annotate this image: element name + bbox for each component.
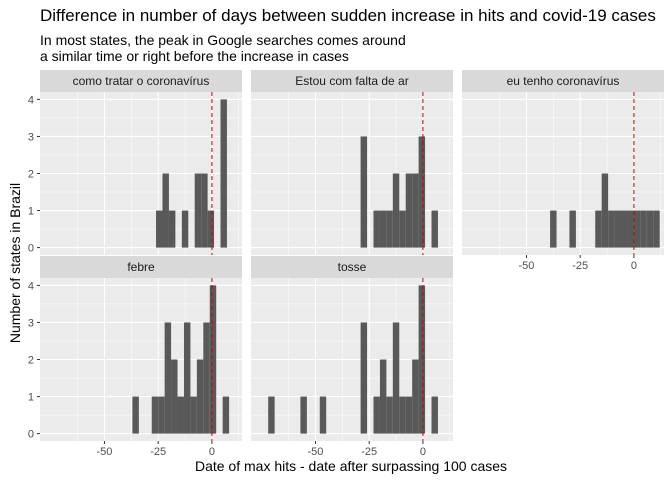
histogram-bar [614, 210, 622, 248]
histogram-bar [405, 396, 413, 434]
histogram-bar [633, 210, 641, 248]
histogram-bar [405, 173, 413, 248]
histogram-bar [399, 210, 406, 248]
y-tick-label: 1 [28, 392, 34, 404]
histogram-bar [386, 210, 393, 248]
histogram-bar [183, 322, 191, 434]
y-tick-label: 4 [28, 280, 34, 292]
x-tick-label: 0 [209, 446, 215, 458]
y-tick-label: 3 [28, 317, 34, 329]
histogram-bar [412, 359, 419, 434]
histogram-bar [220, 99, 227, 248]
histogram-bar [164, 322, 172, 434]
histogram-bar [392, 173, 400, 248]
strip-label: eu tenho coronavírus [507, 74, 620, 88]
strip-label: tosse [338, 260, 367, 274]
strip-background [251, 70, 453, 92]
histogram-bar [373, 396, 380, 434]
histogram-bar [601, 173, 609, 248]
panel-2: Estou com falta de ar [251, 70, 453, 255]
histogram-bar [550, 210, 557, 248]
subtitle-line-2: a similar time or right before the incre… [40, 48, 349, 64]
histogram-bar [640, 210, 647, 248]
histogram-bar [431, 396, 438, 434]
strip-background [251, 256, 453, 278]
histogram-bar [194, 173, 202, 248]
panel-1: como tratar o coronavírus 0 1 2 3 4 [28, 70, 242, 255]
histogram-bar [379, 359, 387, 434]
strip-label: como tratar o coronavírus [73, 74, 210, 88]
x-axis-title: Date of max hits - date after surpassing… [195, 458, 507, 474]
histogram-bar [222, 396, 230, 434]
histogram-bar [158, 396, 165, 434]
histogram-bar [621, 210, 628, 248]
y-tick-label: 4 [28, 94, 34, 106]
histogram-bar [207, 210, 215, 248]
histogram-bar [268, 396, 275, 434]
histogram-bar [201, 173, 208, 248]
y-axis-title: Number of states in Brazil [7, 183, 23, 343]
y-tick-label: 2 [28, 355, 34, 367]
y-tick-label: 1 [28, 206, 34, 218]
x-tick-label: 0 [631, 260, 637, 272]
y-tick-label: 0 [28, 243, 34, 255]
histogram-bar [595, 210, 602, 248]
histogram-bar [162, 173, 169, 248]
x-tick-label: -50 [519, 260, 535, 272]
x-tick-label: -25 [572, 260, 588, 272]
histogram-bar [608, 210, 615, 248]
histogram-bar [418, 285, 426, 434]
histogram-bar [151, 396, 159, 434]
x-tick-label: 0 [420, 446, 426, 458]
x-tick-label: -50 [308, 446, 324, 458]
y-tick-label: 2 [28, 169, 34, 181]
subtitle-line-1: In most states, the peak in Google searc… [40, 32, 406, 48]
histogram-bar [360, 322, 368, 434]
histogram-bar [156, 210, 163, 248]
histogram-bar [569, 210, 576, 248]
histogram-bar [379, 210, 387, 248]
strip-label: Estou com falta de ar [295, 74, 408, 88]
histogram-bar [319, 396, 327, 434]
histogram-bar [132, 396, 139, 434]
histogram-bar [386, 396, 393, 434]
x-tick-label: -25 [361, 446, 377, 458]
panel-3: eu tenho coronavírus -50 -25 0 [462, 70, 664, 272]
y-tick-label: 0 [28, 429, 34, 441]
histogram-bar [392, 322, 400, 434]
histogram-bar [196, 359, 204, 434]
histogram-bar [431, 210, 438, 248]
strip-label: febre [127, 260, 155, 274]
histogram-bar [203, 322, 210, 434]
histogram-bar [653, 210, 660, 248]
histogram-bar [209, 285, 217, 434]
x-tick-label: -25 [150, 446, 166, 458]
histogram-bar [373, 210, 380, 248]
strip-background [462, 70, 664, 92]
chart-subtitle: In most states, the peak in Google searc… [40, 32, 660, 64]
histogram-bar [412, 173, 419, 248]
panel-4: febre 0 1 2 3 4 -50 -25 0 [28, 256, 242, 458]
histogram-bar [627, 210, 634, 248]
histogram-bar [360, 136, 368, 248]
chart-title: Difference in number of days between sud… [40, 6, 656, 25]
x-tick-label: -50 [97, 446, 113, 458]
strip-background [40, 256, 242, 278]
histogram-bar [181, 210, 189, 248]
histogram-bar [646, 210, 654, 248]
y-tick-label: 3 [28, 131, 34, 143]
histogram-bar [418, 136, 426, 248]
histogram-bar [168, 210, 176, 248]
histogram-bar [171, 359, 178, 434]
strip-background [40, 70, 242, 92]
histogram-bar [300, 396, 307, 434]
histogram-bar [399, 396, 406, 434]
panel-5: tosse -50 -25 0 [251, 256, 453, 458]
histogram-bar [190, 396, 197, 434]
histogram-bar [177, 396, 184, 434]
